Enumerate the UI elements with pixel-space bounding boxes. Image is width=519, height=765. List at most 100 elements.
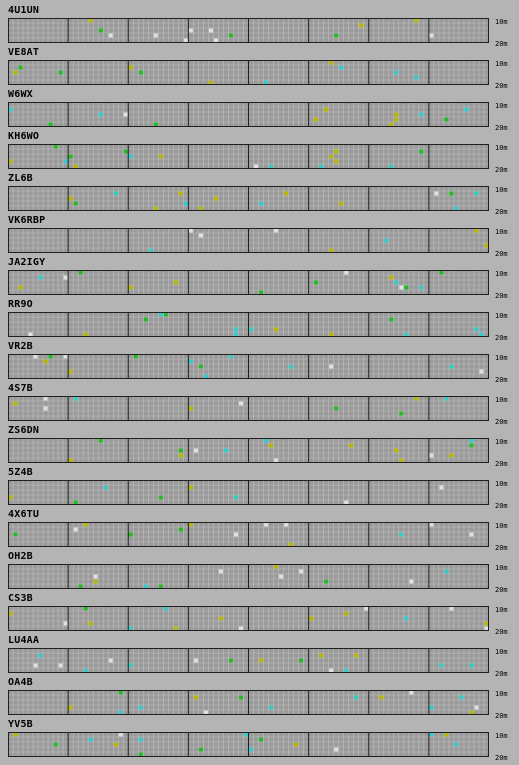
band-label-10m: 10m <box>495 564 508 572</box>
grid-frame <box>8 186 489 211</box>
station-callsign: KH6WO <box>8 131 40 142</box>
beacon-spot <box>314 117 319 122</box>
beacon-spot <box>344 270 349 275</box>
beacon-spot <box>319 653 324 658</box>
beacon-spot <box>474 705 479 710</box>
beacon-spot <box>8 159 13 164</box>
beacon-spot <box>439 485 444 490</box>
beacon-spot <box>399 458 404 463</box>
band-label-10m: 10m <box>495 396 508 404</box>
grid-frame <box>8 270 489 295</box>
band-label-20m: 20m <box>495 82 508 89</box>
beacon-spot <box>334 159 339 164</box>
grid-frame <box>8 312 489 337</box>
beacon-spot <box>173 626 178 631</box>
beacon-spot <box>299 569 304 574</box>
band-label-20m: 20m <box>495 250 508 257</box>
propagation-grid: 10m 20m <box>8 606 508 635</box>
beacon-spot <box>474 191 479 196</box>
beacon-spot <box>213 38 218 43</box>
beacon-spot <box>118 690 123 695</box>
beacon-spot <box>364 606 369 611</box>
beacon-spot <box>8 107 13 112</box>
station-block: LU4AA 10m 20m <box>0 635 519 677</box>
beacon-spot <box>63 275 68 280</box>
station-block: VK6RBP 10m 20m <box>0 215 519 257</box>
beacon-spot <box>429 522 434 527</box>
beacon-spot <box>354 695 359 700</box>
beacon-spot <box>83 332 88 337</box>
beacon-spot <box>118 732 123 737</box>
beacon-spot <box>48 122 53 127</box>
beacon-spot <box>123 149 128 154</box>
beacon-spot <box>83 522 88 527</box>
band-label-20m: 20m <box>495 670 508 677</box>
beacon-spot <box>138 752 143 757</box>
station-block: 4X6TU 10m 20m <box>0 509 519 551</box>
beacon-spot <box>128 663 133 668</box>
beacon-spot <box>83 668 88 673</box>
propagation-grid: 10m 20m <box>8 480 508 509</box>
station-callsign: W6WX <box>8 89 33 100</box>
band-label-10m: 10m <box>495 144 508 152</box>
beacon-spot <box>259 201 264 206</box>
beacon-spot <box>344 500 349 505</box>
grid-frame <box>8 102 489 127</box>
beacon-spot <box>28 332 33 337</box>
beacon-spot <box>243 732 248 737</box>
beacon-spot <box>233 327 238 332</box>
beacon-spot <box>188 28 193 33</box>
beacon-spot <box>429 705 434 710</box>
beacon-spot <box>228 33 233 38</box>
propagation-grid: 10m 20m <box>8 18 508 47</box>
beacon-spot <box>153 206 158 211</box>
beacon-spot <box>434 191 439 196</box>
beacon-spot <box>223 448 228 453</box>
grid-frame <box>8 438 489 463</box>
beacon-spot <box>143 584 148 589</box>
beacon-spot <box>63 159 68 164</box>
beacon-spot <box>254 164 259 169</box>
beacon-spot <box>193 658 198 663</box>
beacon-spot <box>178 453 183 458</box>
beacon-spot <box>399 411 404 416</box>
beacon-spot <box>58 70 63 75</box>
band-label-20m: 20m <box>495 544 508 551</box>
beacon-spot <box>389 317 394 322</box>
beacon-spot <box>334 406 339 411</box>
beacon-spot <box>68 369 73 374</box>
beacon-spot <box>138 737 143 742</box>
band-label-20m: 20m <box>495 502 508 509</box>
band-label-20m: 20m <box>495 376 508 383</box>
grid-frame <box>8 522 489 547</box>
beacon-spot <box>339 65 344 70</box>
band-label-10m: 10m <box>495 270 508 278</box>
beacon-spot <box>158 495 163 500</box>
beacon-spot <box>98 112 103 117</box>
beacon-spot <box>213 196 218 201</box>
beacon-spot <box>73 164 78 169</box>
beacon-spot <box>73 527 78 532</box>
beacon-spot <box>334 747 339 752</box>
beacon-spot <box>68 196 73 201</box>
beacon-spot <box>324 107 329 112</box>
beacon-spot <box>118 710 123 715</box>
beacon-spot <box>449 191 454 196</box>
beacon-spot <box>309 616 314 621</box>
beacon-spot <box>394 70 399 75</box>
band-label-20m: 20m <box>495 208 508 215</box>
beacon-spot <box>474 327 479 332</box>
station-callsign: RR9O <box>8 299 33 310</box>
beacon-spot <box>128 65 133 70</box>
band-label-20m: 20m <box>495 586 508 593</box>
beacon-spot <box>238 401 243 406</box>
beacon-spot <box>329 332 334 337</box>
beacon-spot <box>43 359 48 364</box>
station-block: 5Z4B 10m 20m <box>0 467 519 509</box>
beacon-spot <box>68 458 73 463</box>
beacon-spot <box>228 658 233 663</box>
beacon-spot <box>469 438 474 443</box>
beacon-spot <box>128 154 133 159</box>
beacon-spot <box>183 38 188 43</box>
